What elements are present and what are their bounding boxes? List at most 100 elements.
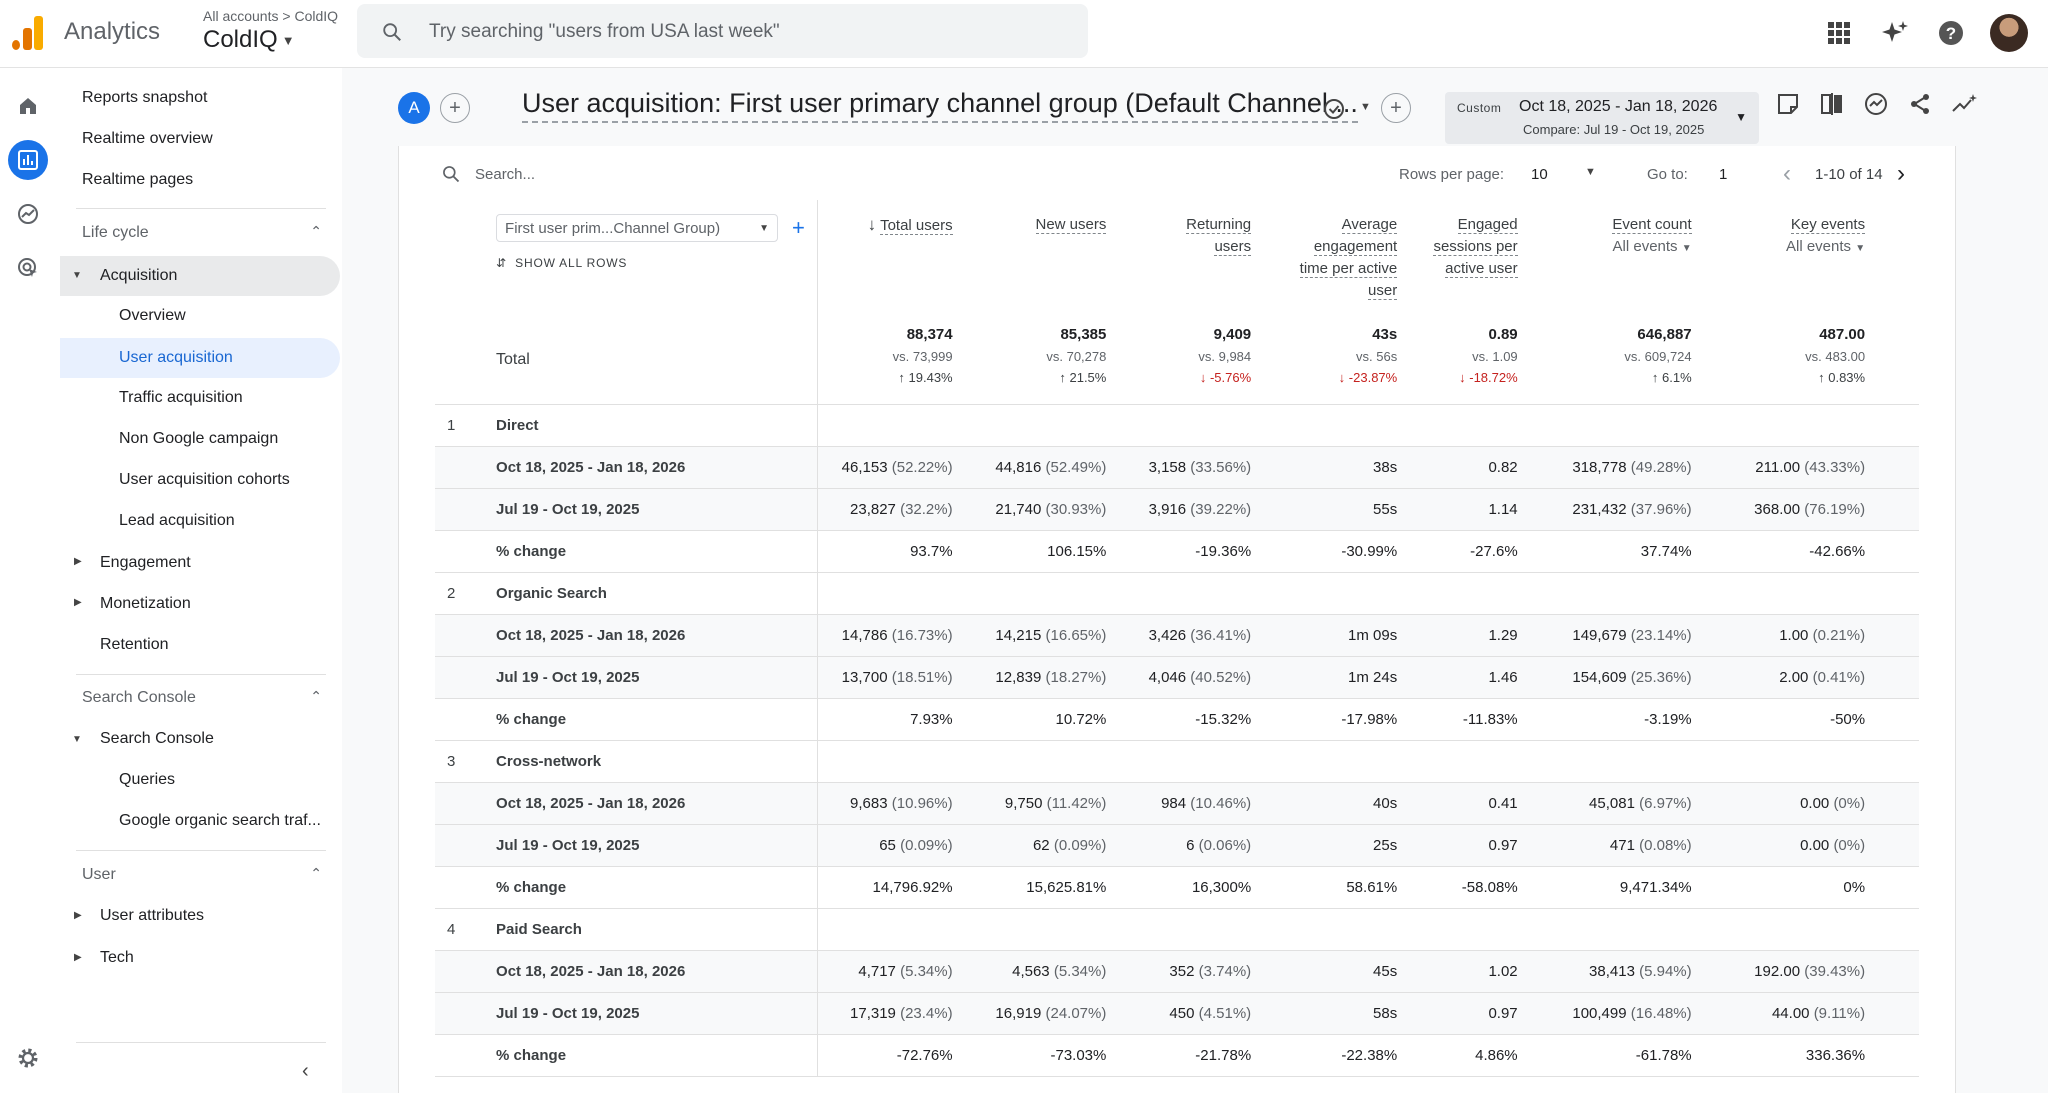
nav-section-user[interactable]: User [82,866,116,883]
search-placeholder: Try searching "users from USA last week" [429,21,780,42]
event-filter-select[interactable]: All events ▼ [1542,236,1692,260]
collapse-user-icon[interactable]: ⌃ [310,865,322,881]
channel-group-row[interactable]: 4 Paid Search [435,908,1919,951]
nav-traffic-acquisition[interactable]: Traffic acquisition [119,389,243,406]
page-title[interactable]: User acquisition: First user primary cha… [522,88,1358,123]
nav-engagement[interactable]: Engagement [100,554,191,571]
sparkle-icon[interactable] [1878,16,1912,50]
channel-group-row[interactable]: 1 Direct [435,404,1919,447]
key-event-filter-select[interactable]: All events ▼ [1716,236,1865,260]
nav-user-acquisition-cohorts[interactable]: User acquisition cohorts [119,471,290,488]
advertising-icon[interactable] [8,248,48,288]
nav-tech[interactable]: Tech [100,949,134,966]
channel-group-row[interactable]: 3 Cross-network [435,740,1919,783]
compare-icon[interactable] [1820,92,1844,116]
col-total-users[interactable]: ↓ Total users [817,200,964,316]
acquisition-table: First user prim...Channel Group) ▼ + ⇵ S… [435,200,1919,1077]
col-event-count[interactable]: Event count All events ▼ [1530,200,1704,316]
nav-overview[interactable]: Overview [119,307,186,324]
nav-queries[interactable]: Queries [119,771,176,788]
nav-monetization[interactable]: Monetization [100,595,191,612]
property-selector[interactable]: ColdIQ ▼ [203,26,295,54]
next-page-icon[interactable]: › [1897,160,1905,187]
explore-icon[interactable] [8,194,48,234]
account-breadcrumb[interactable]: All accounts > ColdIQ [203,8,338,24]
add-dimension-icon[interactable]: + [792,215,805,240]
crumb-all-accounts[interactable]: All accounts [203,8,279,24]
add-comparison-icon[interactable]: + [440,93,470,123]
col-engaged-sessions[interactable]: Engaged sessions per active user [1409,200,1529,316]
table-row[interactable]: Oct 18, 2025 - Jan 18, 2026 4,717 (5.34%)… [435,950,1919,993]
reports-icon[interactable] [8,140,48,180]
nav-reports-snapshot[interactable]: Reports snapshot [82,89,208,106]
check-circle-icon[interactable] [1323,98,1345,120]
prev-page-icon[interactable]: ‹ [1783,160,1791,187]
table-toolbar: Search... Rows per page: 10 ▼ Go to: 1 ‹… [439,156,1917,192]
nav-search-console[interactable]: Search Console [100,730,214,747]
trend-icon[interactable] [1952,92,1978,116]
table-row[interactable]: Oct 18, 2025 - Jan 18, 2026 46,153 (52.22… [435,446,1919,489]
date-range-picker[interactable]: Custom Oct 18, 2025 - Jan 18, 2026 Compa… [1445,92,1759,144]
total-compare-value: vs. 73,999 [892,349,953,364]
table-row[interactable]: % change 14,796.92% 15,625.81% 16,300% 58.61… [435,866,1919,909]
table-row[interactable]: % change 93.7% 106.15% -19.36% -30.99% -27.6%… [435,530,1919,573]
col-key-events[interactable]: Key events All events ▼ [1704,200,1877,316]
crumb-account[interactable]: ColdIQ [294,8,339,24]
total-value: 85,385 [1060,326,1107,343]
settings-icon[interactable] [8,1038,48,1078]
change-percent: -23.87% [1348,370,1398,385]
nav-realtime-overview[interactable]: Realtime overview [82,130,213,147]
collapse-search-console-icon[interactable]: ⌃ [310,688,322,704]
share-icon[interactable] [1908,92,1932,116]
table-row[interactable]: % change 7.93% 10.72% -15.32% -17.98% -11.83%… [435,698,1919,741]
table-cell: 0.41 [1409,782,1530,825]
goto-input[interactable]: 1 [1719,166,1728,183]
table-row[interactable]: Oct 18, 2025 - Jan 18, 2026 14,786 (16.73… [435,614,1919,657]
account-avatar[interactable] [1990,14,2028,52]
show-all-rows-button[interactable]: ⇵ SHOW ALL ROWS [496,256,805,270]
table-row[interactable]: Jul 19 - Oct 19, 2025 65 (0.09%) 62 (0.09%… [435,824,1919,867]
collapse-lifecycle-icon[interactable]: ⌃ [310,223,322,239]
col-avg-engagement[interactable]: Average engagement time per active user [1263,200,1409,316]
rows-per-page-caret-icon[interactable]: ▼ [1585,166,1596,178]
col-new-users[interactable]: New users [965,200,1119,316]
table-search-input[interactable]: Search... [475,166,536,183]
edit-report-icon[interactable] [1776,92,1800,116]
nav-section-lifecycle[interactable]: Life cycle [82,224,149,241]
table-row[interactable]: Jul 19 - Oct 19, 2025 13,700 (18.51%) 12,8… [435,656,1919,699]
add-card-icon[interactable]: + [1381,93,1411,123]
search-bar[interactable]: Try searching "users from USA last week" [357,4,1088,58]
col-returning-users[interactable]: Returning users [1118,200,1263,316]
nav-non-google-campaign[interactable]: Non Google campaign [119,430,279,447]
nav-user-attributes[interactable]: User attributes [100,907,205,924]
nav-retention[interactable]: Retention [100,636,169,653]
cell-value: 192.00 [1754,962,1801,980]
arrow-up-icon: ↑ [1651,370,1659,385]
cell-share: (52.22%) [891,458,953,476]
comparison-chip[interactable]: A [398,92,430,124]
title-options-caret-icon[interactable]: ▼ [1360,101,1371,113]
analytics-logo[interactable] [12,14,44,50]
rows-per-page-select[interactable]: 10 [1531,166,1548,183]
nav-google-organic-search[interactable]: Google organic search traf... [119,812,321,829]
channel-group-row[interactable]: 2 Organic Search [435,572,1919,615]
nav-realtime-pages[interactable]: Realtime pages [82,171,194,188]
table-row[interactable]: Jul 19 - Oct 19, 2025 17,319 (23.4%) 16,91… [435,992,1919,1035]
dimension-select[interactable]: First user prim...Channel Group) ▼ [496,214,779,242]
nav-user-acquisition[interactable]: User acquisition [60,338,340,378]
collapse-nav-icon[interactable]: ‹ [302,1060,309,1082]
home-icon[interactable] [8,86,48,126]
table-row[interactable]: % change -72.76% -73.03% -21.78% -22.38% 4.86… [435,1034,1919,1077]
cell-value: -73.03% [1050,1046,1107,1064]
apps-icon[interactable] [1822,16,1856,50]
nav-acquisition[interactable]: Acquisition [60,256,340,296]
nav-lead-acquisition[interactable]: Lead acquisition [119,512,235,529]
nav-section-search-console[interactable]: Search Console [82,689,196,706]
cell-value: 44,816 [995,458,1042,476]
help-icon[interactable]: ? [1934,16,1968,50]
table-row[interactable]: Oct 18, 2025 - Jan 18, 2026 9,683 (10.96%… [435,782,1919,825]
table-cell: 100,499 (16.48%) [1529,992,1704,1035]
total-value: 9,409 [1213,326,1252,343]
table-row[interactable]: Jul 19 - Oct 19, 2025 23,827 (32.2%) 21,74… [435,488,1919,531]
insights-icon[interactable] [1864,92,1888,116]
